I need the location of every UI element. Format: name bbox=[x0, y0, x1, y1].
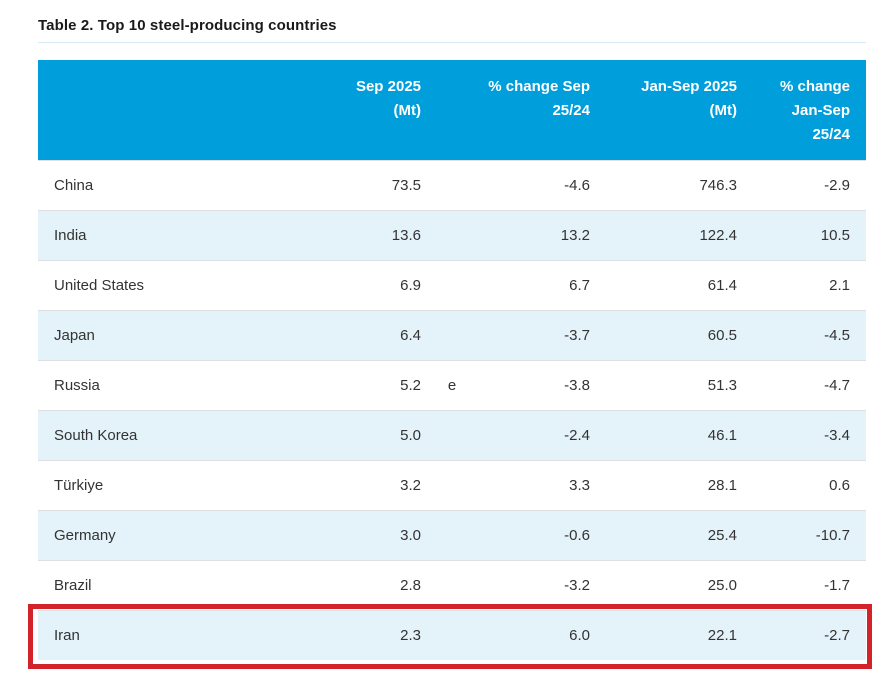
table-row-iran: Iran 2.3 6.0 22.1 -2.7 bbox=[38, 609, 866, 660]
cell-sep-2025: 3.2 bbox=[253, 459, 437, 510]
cell-jan-sep-2025: 22.1 bbox=[606, 609, 753, 660]
table-container: Sep 2025 (Mt) % change Sep 25/24 Jan-Sep… bbox=[38, 42, 866, 660]
cell-sep-2025: 6.4 bbox=[253, 309, 437, 360]
column-header-country bbox=[38, 60, 253, 160]
cell-sep-2025: 5.2 bbox=[253, 359, 437, 410]
cell-estimate-note: e bbox=[437, 359, 467, 410]
cell-pct-change-sep: -3.7 bbox=[467, 309, 606, 360]
table-row-united-states: United States 6.9 6.7 61.4 2.1 bbox=[38, 259, 866, 310]
cell-jan-sep-2025: 25.0 bbox=[606, 559, 753, 610]
cell-pct-change-jan-sep: 10.5 bbox=[753, 209, 866, 260]
table-row-south-korea: South Korea 5.0 -2.4 46.1 -3.4 bbox=[38, 409, 866, 460]
cell-sep-2025: 3.0 bbox=[253, 509, 437, 560]
cell-pct-change-sep: 13.2 bbox=[467, 209, 606, 260]
cell-pct-change-sep: -2.4 bbox=[467, 409, 606, 460]
table-title: Table 2. Top 10 steel-producing countrie… bbox=[38, 17, 337, 34]
cell-pct-change-jan-sep: 0.6 bbox=[753, 459, 866, 510]
cell-note bbox=[437, 309, 467, 360]
cell-country: Iran bbox=[38, 609, 253, 660]
cell-note bbox=[437, 459, 467, 510]
cell-pct-change-jan-sep: 2.1 bbox=[753, 259, 866, 310]
cell-jan-sep-2025: 46.1 bbox=[606, 409, 753, 460]
column-header-jan-sep-2025: Jan-Sep 2025 (Mt) bbox=[606, 60, 753, 160]
cell-sep-2025: 6.9 bbox=[253, 259, 437, 310]
table-row-brazil: Brazil 2.8 -3.2 25.0 -1.7 bbox=[38, 559, 866, 610]
cell-country: Japan bbox=[38, 309, 253, 360]
cell-pct-change-sep: -4.6 bbox=[467, 159, 606, 210]
table-header: Sep 2025 (Mt) % change Sep 25/24 Jan-Sep… bbox=[38, 60, 866, 160]
cell-note bbox=[437, 509, 467, 560]
table-body: China 73.5 -4.6 746.3 -2.9 India 13.6 13… bbox=[38, 159, 866, 660]
cell-jan-sep-2025: 28.1 bbox=[606, 459, 753, 510]
cell-note bbox=[437, 259, 467, 310]
cell-country: Russia bbox=[38, 359, 253, 410]
table-row-turkiye: Türkiye 3.2 3.3 28.1 0.6 bbox=[38, 459, 866, 510]
cell-pct-change-sep: -3.8 bbox=[467, 359, 606, 410]
cell-country: Germany bbox=[38, 509, 253, 560]
cell-note bbox=[437, 159, 467, 210]
cell-pct-change-sep: 6.7 bbox=[467, 259, 606, 310]
cell-note bbox=[437, 609, 467, 660]
cell-pct-change-sep: -0.6 bbox=[467, 509, 606, 560]
cell-sep-2025: 2.3 bbox=[253, 609, 437, 660]
cell-pct-change-sep: -3.2 bbox=[467, 559, 606, 610]
cell-pct-change-sep: 3.3 bbox=[467, 459, 606, 510]
cell-sep-2025: 5.0 bbox=[253, 409, 437, 460]
cell-sep-2025: 2.8 bbox=[253, 559, 437, 610]
cell-pct-change-jan-sep: -3.4 bbox=[753, 409, 866, 460]
cell-jan-sep-2025: 122.4 bbox=[606, 209, 753, 260]
table-row-germany: Germany 3.0 -0.6 25.4 -10.7 bbox=[38, 509, 866, 560]
cell-sep-2025: 73.5 bbox=[253, 159, 437, 210]
cell-jan-sep-2025: 61.4 bbox=[606, 259, 753, 310]
cell-jan-sep-2025: 25.4 bbox=[606, 509, 753, 560]
cell-country: India bbox=[38, 209, 253, 260]
cell-pct-change-jan-sep: -4.7 bbox=[753, 359, 866, 410]
cell-pct-change-jan-sep: -10.7 bbox=[753, 509, 866, 560]
cell-jan-sep-2025: 60.5 bbox=[606, 309, 753, 360]
table-row-india: India 13.6 13.2 122.4 10.5 bbox=[38, 209, 866, 260]
cell-country: South Korea bbox=[38, 409, 253, 460]
cell-jan-sep-2025: 746.3 bbox=[606, 159, 753, 210]
header-row: Sep 2025 (Mt) % change Sep 25/24 Jan-Sep… bbox=[38, 60, 866, 160]
cell-country: China bbox=[38, 159, 253, 210]
cell-pct-change-jan-sep: -2.7 bbox=[753, 609, 866, 660]
cell-pct-change-sep: 6.0 bbox=[467, 609, 606, 660]
cell-note bbox=[437, 559, 467, 610]
steel-production-table: Sep 2025 (Mt) % change Sep 25/24 Jan-Sep… bbox=[38, 60, 866, 660]
cell-pct-change-jan-sep: -4.5 bbox=[753, 309, 866, 360]
cell-note bbox=[437, 209, 467, 260]
cell-country: United States bbox=[38, 259, 253, 310]
column-header-pct-change-jan-sep: % change Jan-Sep 25/24 bbox=[753, 60, 866, 160]
cell-country: Türkiye bbox=[38, 459, 253, 510]
cell-sep-2025: 13.6 bbox=[253, 209, 437, 260]
column-header-pct-change-sep: % change Sep 25/24 bbox=[467, 60, 606, 160]
cell-jan-sep-2025: 51.3 bbox=[606, 359, 753, 410]
cell-pct-change-jan-sep: -2.9 bbox=[753, 159, 866, 210]
cell-note bbox=[437, 409, 467, 460]
cell-pct-change-jan-sep: -1.7 bbox=[753, 559, 866, 610]
column-header-note bbox=[437, 60, 467, 160]
table-row-japan: Japan 6.4 -3.7 60.5 -4.5 bbox=[38, 309, 866, 360]
table-row-russia: Russia 5.2 e -3.8 51.3 -4.7 bbox=[38, 359, 866, 410]
column-header-sep-2025: Sep 2025 (Mt) bbox=[253, 60, 437, 160]
table-row-china: China 73.5 -4.6 746.3 -2.9 bbox=[38, 159, 866, 210]
cell-country: Brazil bbox=[38, 559, 253, 610]
